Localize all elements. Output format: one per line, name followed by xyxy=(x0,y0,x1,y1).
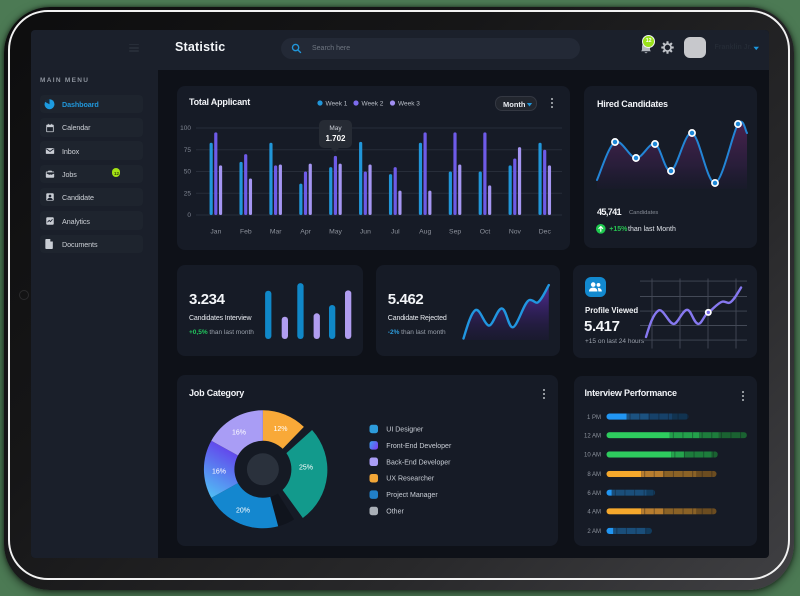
svg-text:12 AM: 12 AM xyxy=(583,433,600,439)
svg-text:Jul: Jul xyxy=(391,229,400,236)
svg-text:6 AM: 6 AM xyxy=(587,491,601,497)
svg-text:UI Designer: UI Designer xyxy=(386,427,424,434)
svg-text:Mar: Mar xyxy=(270,229,282,236)
svg-text:8 AM: 8 AM xyxy=(587,472,601,478)
svg-text:2 AM: 2 AM xyxy=(587,529,601,535)
svg-text:UX Researcher: UX Researcher xyxy=(386,476,435,483)
svg-text:Project Manager: Project Manager xyxy=(386,492,438,499)
svg-text:Jun: Jun xyxy=(360,229,371,236)
svg-text:Dec: Dec xyxy=(539,229,552,236)
svg-text:12%: 12% xyxy=(273,426,287,433)
svg-text:Other: Other xyxy=(386,509,404,516)
svg-text:16%: 16% xyxy=(232,430,246,437)
svg-text:25: 25 xyxy=(184,191,192,198)
svg-text:Nov: Nov xyxy=(509,229,522,236)
svg-text:25%: 25% xyxy=(299,464,313,471)
svg-text:Aug: Aug xyxy=(419,229,431,236)
svg-text:50: 50 xyxy=(184,169,192,176)
svg-text:Week 3: Week 3 xyxy=(398,100,420,107)
svg-text:0: 0 xyxy=(187,212,191,219)
svg-text:Feb: Feb xyxy=(240,229,252,236)
svg-text:Back-End Developer: Back-End Developer xyxy=(386,459,451,466)
svg-text:4 AM: 4 AM xyxy=(587,510,601,516)
svg-text:Oct: Oct xyxy=(480,229,491,236)
svg-text:May: May xyxy=(329,229,342,236)
svg-text:16%: 16% xyxy=(212,469,226,476)
svg-text:Week 1: Week 1 xyxy=(326,100,348,107)
svg-text:Front-End Developer: Front-End Developer xyxy=(386,443,452,450)
svg-text:1 PM: 1 PM xyxy=(586,415,600,421)
svg-text:10 AM: 10 AM xyxy=(583,453,600,459)
svg-text:75: 75 xyxy=(184,147,192,154)
svg-text:Week 2: Week 2 xyxy=(362,100,384,107)
svg-text:20%: 20% xyxy=(236,508,250,515)
svg-text:Apr: Apr xyxy=(300,229,311,236)
svg-text:Jan: Jan xyxy=(210,229,221,236)
svg-text:100: 100 xyxy=(180,125,191,132)
svg-text:Sep: Sep xyxy=(449,229,461,236)
